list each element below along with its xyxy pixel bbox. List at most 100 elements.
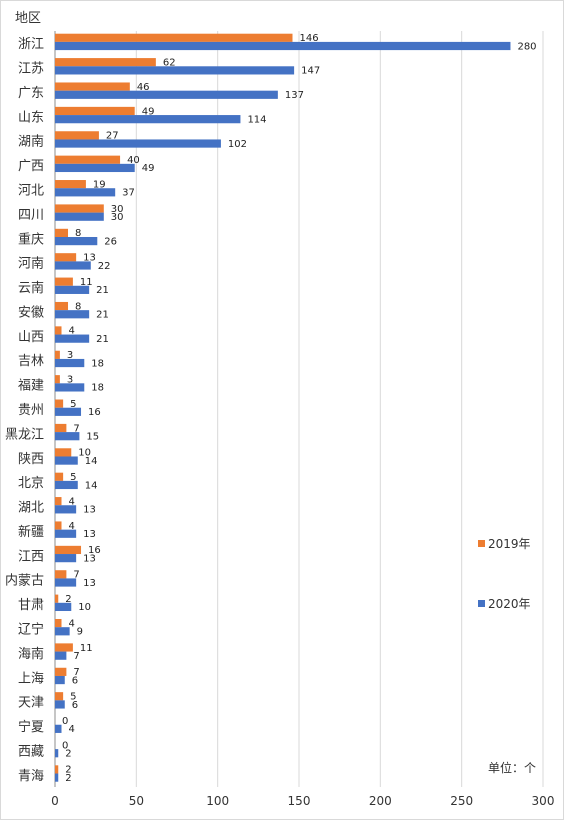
value-label: 21: [96, 310, 109, 321]
bar-2019: [55, 58, 156, 67]
value-label: 9: [77, 627, 83, 638]
category-label: 河北: [18, 184, 44, 199]
bar-2019: [55, 228, 69, 237]
value-label: 280: [517, 41, 536, 52]
bar-2019: [55, 618, 62, 628]
category-label: 内蒙古: [5, 573, 44, 589]
category-label: 吉林: [18, 354, 44, 369]
category-labels: 浙江江苏广东山东湖南广西河北四川重庆河南云南安徽山西吉林福建贵州黑龙江陕西北京湖…: [5, 37, 44, 784]
value-label: 13: [83, 553, 96, 564]
value-label: 14: [85, 456, 98, 467]
category-label: 陕西: [18, 452, 44, 467]
category-label: 上海: [18, 671, 44, 686]
bar-2019: [55, 521, 62, 530]
bar-2020: [55, 456, 78, 465]
bar-2020: [55, 188, 116, 197]
bar-2019: [55, 643, 73, 652]
value-label: 4: [69, 326, 75, 337]
value-label: 5: [70, 692, 76, 703]
bar-2020: [55, 602, 72, 612]
category-label: 江苏: [18, 61, 44, 77]
value-label: 40: [127, 155, 140, 166]
category-label: 江西: [18, 549, 44, 564]
value-label: 4: [69, 496, 75, 507]
category-label: 贵州: [18, 403, 44, 418]
bar-2020: [55, 139, 221, 148]
bar-2019: [55, 253, 77, 262]
category-label: 湖北: [18, 501, 44, 516]
category-label: 四川: [18, 208, 44, 223]
value-label: 102: [228, 139, 247, 150]
value-label: 0: [62, 740, 68, 751]
value-label: 3: [67, 375, 73, 386]
category-label: 青海: [18, 769, 44, 784]
bar-2020: [55, 675, 65, 685]
bar-2020: [55, 285, 90, 294]
value-label: 19: [93, 179, 106, 190]
category-label: 河南: [18, 256, 44, 272]
legend-swatch: [478, 600, 485, 607]
value-label: 10: [78, 448, 91, 459]
value-label: 5: [70, 472, 76, 483]
legend-label: 2019年: [488, 537, 531, 551]
value-label: 11: [80, 277, 93, 288]
bar-2019: [55, 350, 60, 359]
bar-2020: [55, 310, 90, 319]
value-label: 146: [299, 33, 318, 44]
bar-2020: [55, 578, 77, 587]
bar-2020: [55, 773, 59, 782]
bar-2020: [55, 505, 77, 514]
bar-2019: [55, 131, 99, 140]
legend-swatch: [478, 540, 485, 547]
bar-2020: [55, 383, 85, 392]
value-label: 26: [104, 236, 117, 247]
bar-2019: [55, 667, 67, 676]
value-label: 8: [75, 228, 81, 239]
bar-2020: [55, 432, 80, 441]
value-label: 4: [69, 724, 75, 735]
value-label: 0: [62, 716, 68, 727]
bar-2020: [55, 651, 67, 660]
bar-2020: [55, 261, 91, 270]
category-label: 广东: [18, 86, 44, 101]
value-label: 49: [142, 106, 155, 117]
value-label: 18: [91, 383, 104, 394]
bar-2020: [55, 480, 78, 490]
bar-2020: [55, 90, 278, 99]
bar-2019: [55, 594, 59, 603]
value-label: 4: [69, 618, 75, 629]
category-label: 西藏: [18, 744, 44, 759]
bar-2020: [55, 724, 62, 733]
bar-2020: [55, 700, 65, 709]
value-label: 7: [73, 667, 79, 678]
value-label: 16: [88, 407, 101, 418]
value-label: 6: [72, 700, 78, 711]
bar-2019: [55, 448, 72, 457]
value-label: 15: [86, 431, 99, 442]
bar-2019: [55, 155, 121, 164]
x-tick-label: 100: [206, 794, 229, 808]
bar-2019: [55, 180, 86, 189]
value-label: 2: [65, 594, 71, 605]
bar-2019: [55, 82, 130, 91]
bar-2019: [55, 33, 293, 42]
legend: 2019年 2020年: [478, 537, 531, 611]
category-axis-title: 地区: [15, 11, 41, 26]
value-label: 2: [65, 765, 71, 776]
bar-2019: [55, 423, 67, 433]
bar-2020: [55, 358, 85, 368]
value-label: 147: [301, 66, 320, 77]
value-label: 2: [65, 773, 71, 784]
bar-2019: [55, 106, 135, 116]
value-label: 18: [91, 358, 104, 369]
bar-2019: [55, 375, 60, 384]
x-tick-label: 250: [450, 794, 473, 808]
bar-2019: [55, 765, 59, 774]
bar-2020: [55, 334, 90, 343]
bar-2019: [55, 545, 82, 555]
value-label: 114: [247, 114, 266, 125]
bar-2020: [55, 554, 77, 563]
value-label: 7: [73, 651, 79, 662]
bar-2019: [55, 204, 104, 213]
